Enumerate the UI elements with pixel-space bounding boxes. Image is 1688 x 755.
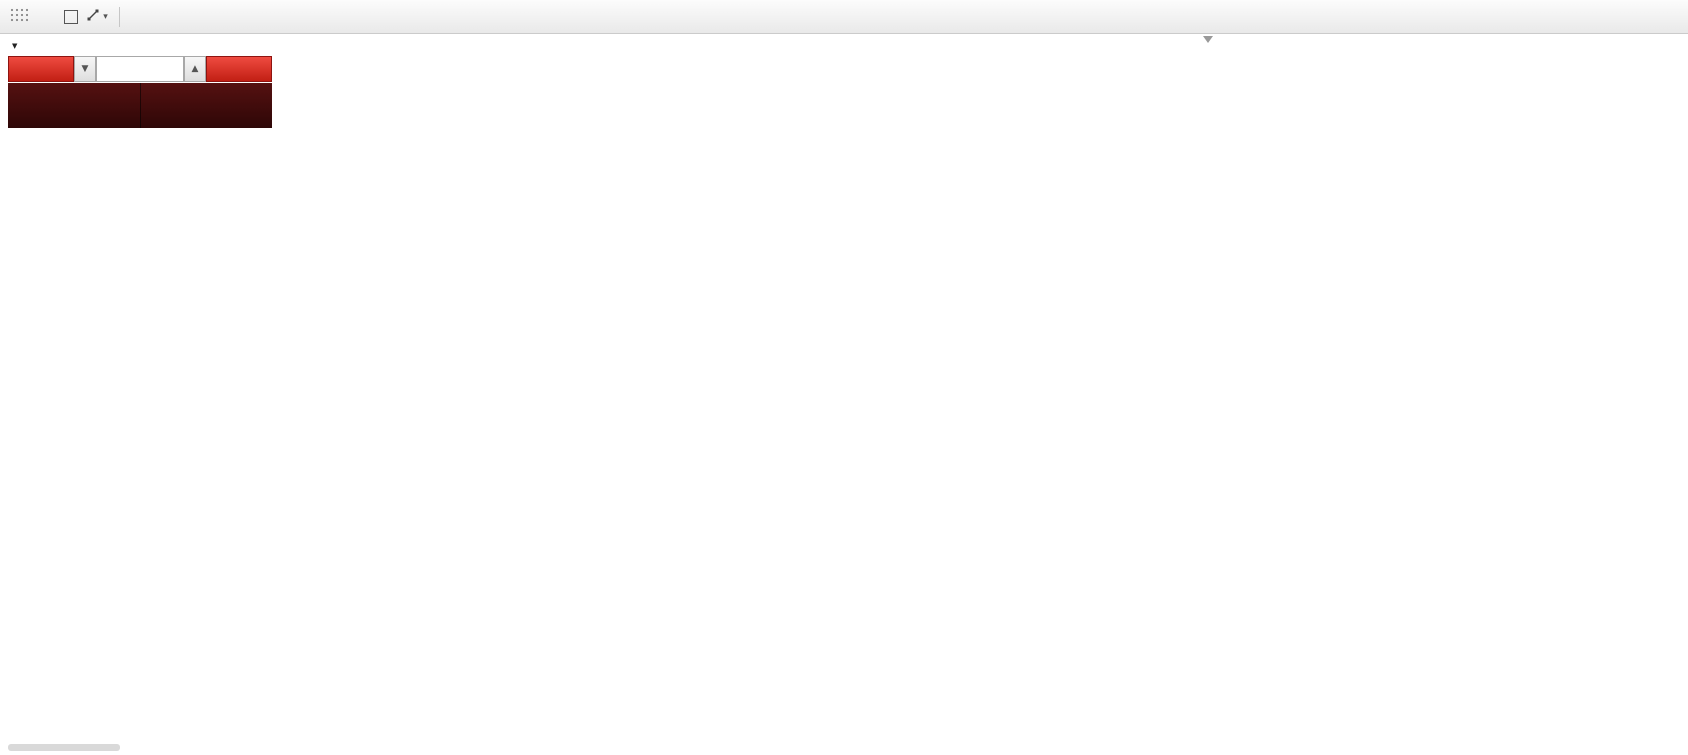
textbox-tool-button[interactable] <box>58 5 84 29</box>
sell-price[interactable] <box>8 83 141 128</box>
trade-prices-row <box>8 83 272 128</box>
chevron-down-icon: ▾ <box>103 11 108 22</box>
buy-button[interactable] <box>206 56 272 82</box>
line-tool-icon <box>86 8 100 26</box>
chart-header: ▼ <box>12 40 28 53</box>
price-axis[interactable] <box>1511 38 1565 673</box>
horizontal-scrollbar[interactable] <box>8 744 120 751</box>
shapes-tool-button[interactable]: ▾ <box>84 5 110 29</box>
sell-button[interactable] <box>8 56 74 82</box>
grid-tool-button[interactable] <box>6 5 32 29</box>
rsi-label <box>10 565 16 578</box>
grid-icon <box>10 8 29 26</box>
toolbar-separator <box>119 6 120 27</box>
caret-down-icon: ▼ <box>81 64 89 74</box>
toolbar: ▾ <box>0 0 1688 34</box>
one-click-trading-widget: ▼ ▲ <box>8 56 272 128</box>
trade-controls-row: ▼ ▲ <box>8 56 272 82</box>
time-axis[interactable] <box>0 674 1510 698</box>
chart-shift-marker[interactable] <box>1203 36 1213 43</box>
buy-price[interactable] <box>141 83 273 128</box>
macd-label <box>10 503 21 516</box>
symbol-marker-icon: ▼ <box>12 42 18 50</box>
text-tool-button[interactable] <box>32 5 58 29</box>
volume-decrease-button[interactable]: ▼ <box>74 56 96 82</box>
volume-input[interactable] <box>96 56 184 82</box>
textbox-icon <box>64 9 78 24</box>
caret-up-icon: ▲ <box>191 64 199 74</box>
volume-increase-button[interactable]: ▲ <box>184 56 206 82</box>
